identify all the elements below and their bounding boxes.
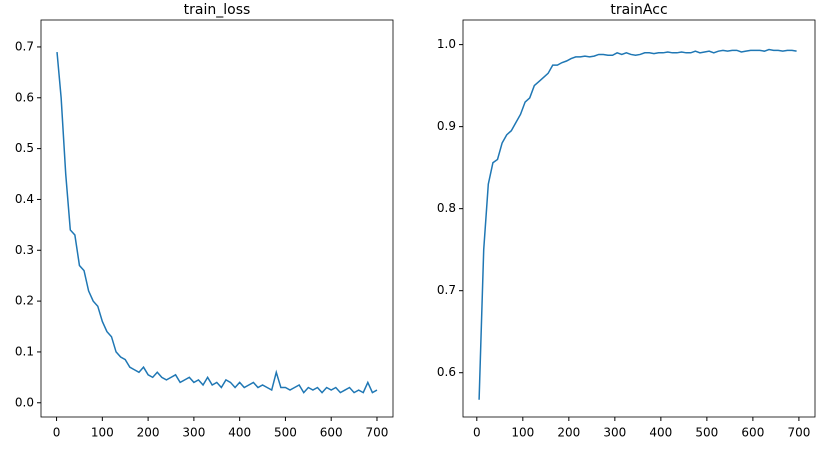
x-tick-label: 600 [741, 426, 764, 440]
y-tick-label: 0.5 [15, 141, 34, 155]
x-tick-label: 200 [137, 426, 160, 440]
axes-frame [40, 19, 394, 418]
line-series [56, 51, 378, 394]
chart-title: train_loss [184, 2, 251, 18]
y-tick-label: 0.2 [15, 294, 34, 308]
y-tick-label: 0.7 [437, 283, 456, 297]
x-tick-label: 500 [695, 426, 718, 440]
x-tick-label: 200 [557, 426, 580, 440]
x-tick-label: 300 [182, 426, 205, 440]
y-tick-label: 0.7 [15, 39, 34, 53]
x-tick-label: 300 [603, 426, 626, 440]
chart-title: trainAcc [610, 2, 667, 18]
y-tick-label: 0.0 [15, 395, 34, 409]
x-tick-label: 700 [787, 426, 810, 440]
y-tick-label: 1.0 [437, 37, 456, 51]
y-tick-label: 0.3 [15, 243, 34, 257]
axes-frame [462, 19, 816, 418]
x-tick-label: 100 [511, 426, 534, 440]
x-tick-label: 0 [53, 426, 61, 440]
y-tick-label: 0.4 [15, 192, 34, 206]
x-tick-label: 100 [91, 426, 114, 440]
x-tick-label: 500 [274, 426, 297, 440]
y-tick-label: 0.6 [15, 90, 34, 104]
x-tick-label: 600 [320, 426, 343, 440]
y-tick-label: 0.8 [437, 201, 456, 215]
x-tick-label: 400 [649, 426, 672, 440]
y-tick-label: 0.6 [437, 365, 456, 379]
y-tick-label: 0.1 [15, 344, 34, 358]
x-tick-label: 400 [228, 426, 251, 440]
x-tick-label: 0 [473, 426, 481, 440]
x-tick-label: 700 [366, 426, 389, 440]
line-series [478, 48, 797, 400]
y-tick-label: 0.9 [437, 119, 456, 133]
